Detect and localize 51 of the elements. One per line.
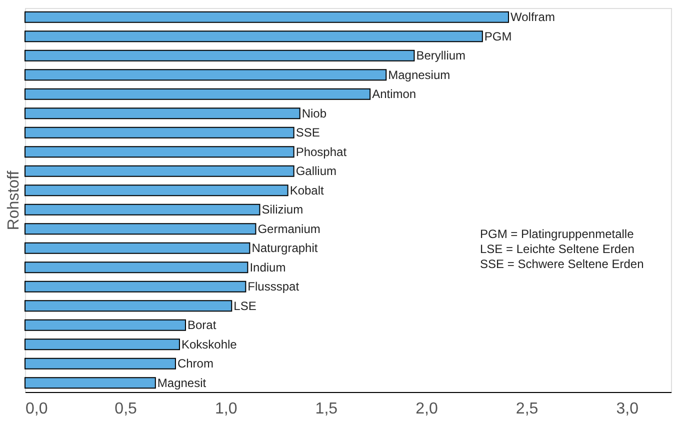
- y-tick-label: Magnesit: [157, 376, 207, 390]
- bar: [24, 69, 387, 81]
- y-tick-label: Borat: [187, 318, 217, 332]
- bar: [24, 338, 180, 350]
- bar: [24, 377, 156, 389]
- bar: [24, 280, 246, 292]
- bar: [24, 165, 294, 177]
- x-tick-label: 2,0: [416, 400, 438, 418]
- y-tick-label: SSE: [296, 126, 320, 140]
- annotation: LSE = Leichte Seltene Erden: [480, 242, 634, 256]
- y-tick-label: Magnesium: [388, 68, 450, 82]
- y-tick-label: Phosphat: [296, 144, 348, 159]
- bar: [24, 223, 256, 235]
- bar: [24, 146, 294, 158]
- bar: [24, 11, 509, 23]
- y-tick-label: Germanium: [258, 222, 320, 236]
- annotation: SSE = Schwere Seltene Erden: [480, 257, 644, 271]
- bar: [24, 50, 415, 62]
- bar: [24, 108, 300, 120]
- y-tick-label: Flussspat: [248, 280, 300, 294]
- y-tick-label: Naturgraphit: [252, 241, 318, 256]
- y-tick-label: Antimon: [372, 87, 416, 102]
- bar: [24, 300, 232, 312]
- annotation: PGM = Platingruppenmetalle: [480, 227, 634, 241]
- y-axis-title: Rohstoff: [6, 170, 22, 230]
- y-tick-label: Kobalt: [290, 183, 325, 198]
- bar: [24, 242, 250, 254]
- y-tick-label: Kokskohle: [181, 337, 238, 352]
- y-tick-label: Wolfram: [510, 10, 555, 24]
- bar: [24, 358, 176, 370]
- bar: [24, 30, 483, 42]
- y-tick-label: LSE: [234, 298, 256, 313]
- y-tick-label: Niob: [302, 106, 327, 120]
- x-tick-label: 2,5: [516, 400, 538, 418]
- y-tick-label: Silizium: [262, 202, 304, 217]
- bar: [24, 88, 371, 100]
- x-tick-label: 0,5: [114, 400, 138, 418]
- x-tick-label: 1,5: [315, 400, 338, 418]
- y-tick-label: Chrom: [177, 356, 214, 371]
- bar: [24, 126, 294, 138]
- y-tick-label: Beryllium: [416, 48, 466, 63]
- x-tick-label: 3,0: [616, 400, 639, 418]
- y-tick-label: Gallium: [296, 164, 337, 178]
- bar: [24, 319, 186, 331]
- y-tick-label: Indium: [250, 260, 286, 274]
- bar: [24, 262, 248, 274]
- bar: [24, 184, 288, 196]
- x-tick-label: 1,0: [214, 400, 238, 418]
- bar: [24, 204, 260, 216]
- x-tick-label: 0,0: [26, 400, 48, 418]
- y-tick-label: PGM: [484, 29, 512, 44]
